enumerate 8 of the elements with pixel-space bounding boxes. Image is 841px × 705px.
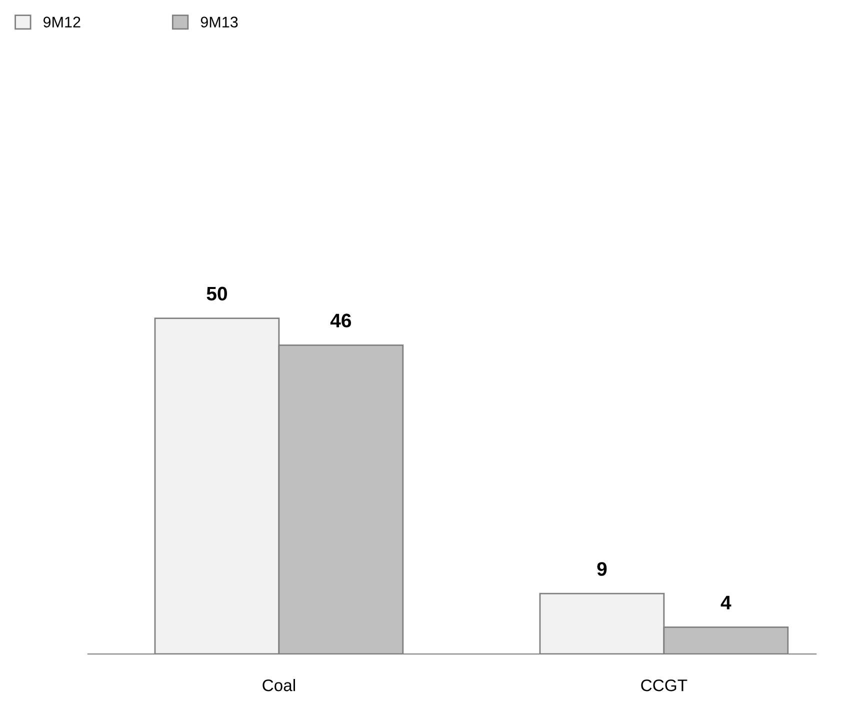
- data-label: 9: [597, 562, 607, 576]
- data-label: 46: [330, 314, 352, 328]
- x-tick-label: Coal: [262, 679, 295, 692]
- data-label: 4: [720, 596, 732, 610]
- legend-label: 9M13: [200, 16, 238, 28]
- x-tick-label: CCGT: [641, 679, 688, 692]
- data-label: 50: [206, 286, 227, 301]
- legend-label: 9M12: [43, 16, 80, 28]
